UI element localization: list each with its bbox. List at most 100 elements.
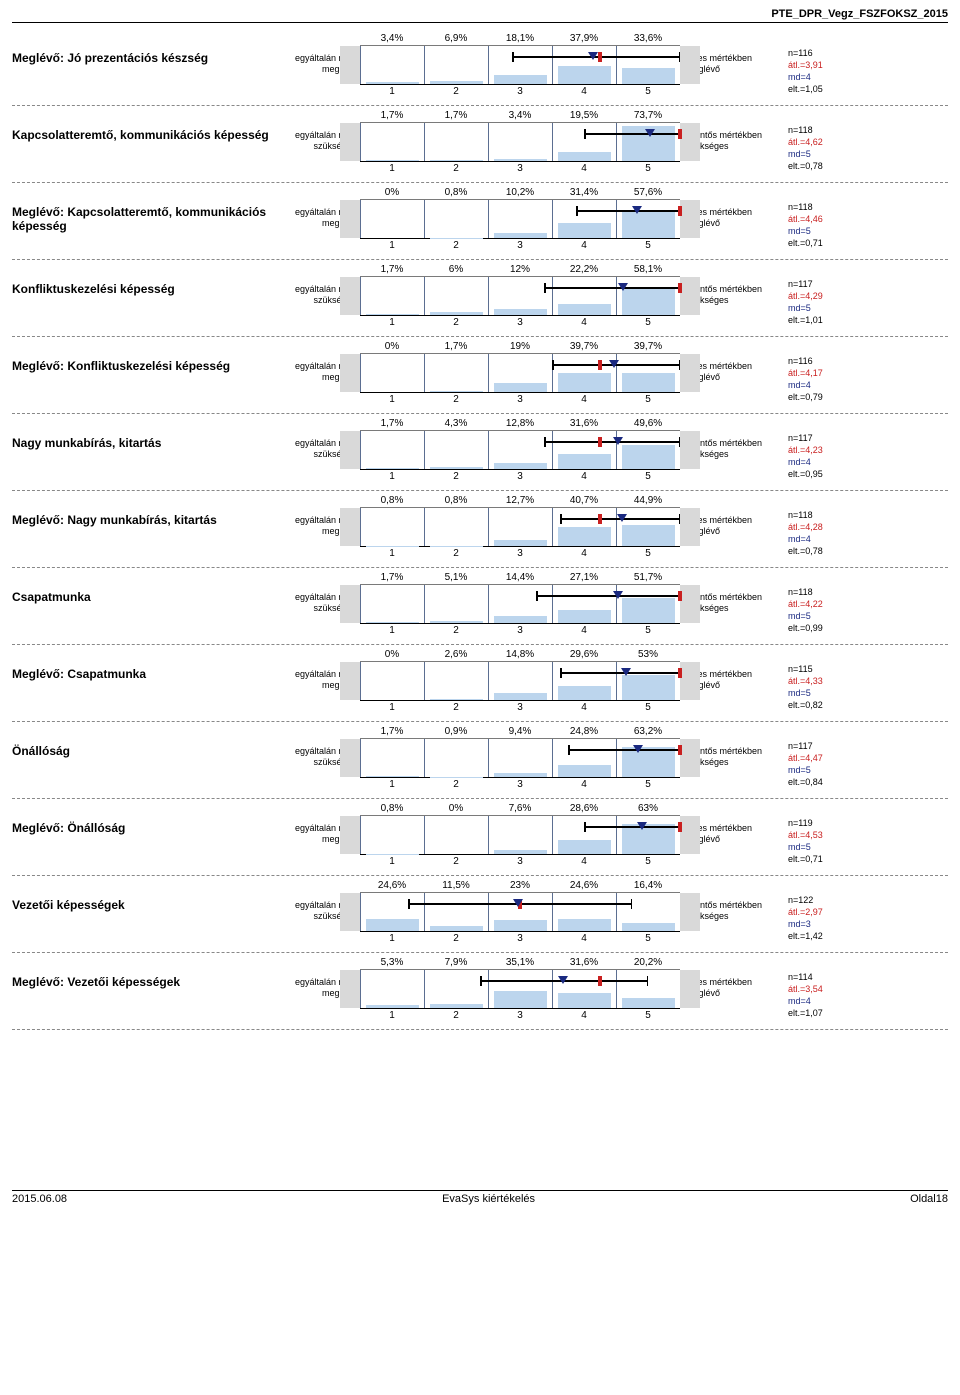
stat-sd: elt.=0,78 <box>788 545 848 557</box>
tick-label: 2 <box>428 856 484 867</box>
chart-column <box>424 585 488 623</box>
bar <box>366 160 419 161</box>
median-marker <box>678 206 682 216</box>
chart: 5,3%7,9%35,1%31,6%20,2%12345 <box>360 957 680 1021</box>
tick-label: 3 <box>492 471 548 482</box>
percent-label: 39,7% <box>556 341 612 352</box>
axis-ticks: 12345 <box>360 933 680 944</box>
chart-margin-right <box>680 970 700 1008</box>
chart-margin-right <box>680 816 700 854</box>
tick-label: 1 <box>364 702 420 713</box>
chart-column <box>488 354 552 392</box>
chart-column <box>424 431 488 469</box>
bar <box>494 773 547 777</box>
stat-median: md=5 <box>788 225 848 237</box>
page-header: PTE_DPR_Vegz_FSZFOKSZ_2015 <box>12 8 948 23</box>
chart-column <box>360 893 424 931</box>
tick-label: 4 <box>556 471 612 482</box>
chart-column <box>424 893 488 931</box>
percent-labels: 1,7%1,7%3,4%19,5%73,7% <box>360 110 680 121</box>
percent-label: 1,7% <box>428 341 484 352</box>
stat-mean: átl.=4,46 <box>788 213 848 225</box>
percent-label: 7,6% <box>492 803 548 814</box>
percent-label: 19% <box>492 341 548 352</box>
median-marker <box>678 745 682 755</box>
median-marker <box>678 283 682 293</box>
bar-chart <box>360 815 680 855</box>
bar <box>622 287 675 315</box>
stat-sd: elt.=0,84 <box>788 776 848 788</box>
tick-label: 3 <box>492 240 548 251</box>
row-title: Vezetői képességek <box>12 880 282 912</box>
tick-label: 2 <box>428 240 484 251</box>
chart-column <box>488 739 552 777</box>
mean-marker <box>613 437 623 445</box>
stat-mean: átl.=4,62 <box>788 136 848 148</box>
chart-row: Konfliktuskezelési képességegyáltalán ne… <box>12 260 948 337</box>
percent-label: 37,9% <box>556 33 612 44</box>
chart-margin-right <box>680 585 700 623</box>
chart-column <box>360 277 424 315</box>
stat-sd: elt.=1,05 <box>788 83 848 95</box>
bar <box>558 919 611 931</box>
chart-column <box>488 123 552 161</box>
percent-label: 0% <box>364 187 420 198</box>
chart-column <box>360 970 424 1008</box>
tick-label: 2 <box>428 163 484 174</box>
tick-label: 3 <box>492 702 548 713</box>
bar <box>494 309 547 315</box>
bar <box>366 468 419 469</box>
tick-label: 1 <box>364 779 420 790</box>
chart-column <box>424 277 488 315</box>
chart-margin-right <box>680 123 700 161</box>
tick-label: 4 <box>556 625 612 636</box>
bar <box>494 693 547 700</box>
stat-sd: elt.=0,71 <box>788 853 848 865</box>
chart-column <box>360 431 424 469</box>
bar <box>494 463 547 469</box>
mean-marker <box>637 822 647 830</box>
bar <box>430 81 483 84</box>
chart-row: Önállóságegyáltalán nemszükséges1,7%0,9%… <box>12 722 948 799</box>
percent-label: 12,8% <box>492 418 548 429</box>
stat-sd: elt.=0,95 <box>788 468 848 480</box>
chart-margin-right <box>680 739 700 777</box>
row-title: Kapcsolatteremtő, kommunikációs képesség <box>12 110 282 142</box>
percent-label: 23% <box>492 880 548 891</box>
chart-margin-left <box>340 431 360 469</box>
stats-block: n=122átl.=2,97md=3elt.=1,42 <box>780 880 848 942</box>
percent-label: 0,8% <box>364 495 420 506</box>
chart-margin-right <box>680 277 700 315</box>
confidence-interval <box>568 749 680 751</box>
percent-labels: 1,7%4,3%12,8%31,6%49,6% <box>360 418 680 429</box>
percent-label: 0% <box>364 341 420 352</box>
tick-label: 2 <box>428 1010 484 1021</box>
tick-label: 1 <box>364 86 420 97</box>
row-title: Meglévő: Vezetői képességek <box>12 957 282 989</box>
footer-right: Oldal18 <box>910 1193 948 1205</box>
chart-column <box>488 508 552 546</box>
stat-median: md=4 <box>788 533 848 545</box>
chart-column <box>360 816 424 854</box>
stat-mean: átl.=4,53 <box>788 829 848 841</box>
tick-label: 5 <box>620 933 676 944</box>
chart-column <box>552 662 616 700</box>
bar <box>494 75 547 84</box>
tick-label: 5 <box>620 548 676 559</box>
confidence-interval <box>544 287 680 289</box>
bar <box>494 383 547 392</box>
chart-column <box>488 431 552 469</box>
tick-label: 2 <box>428 625 484 636</box>
chart: 0,8%0,8%12,7%40,7%44,9%12345 <box>360 495 680 559</box>
stat-n: n=115 <box>788 663 848 675</box>
bar <box>366 776 419 777</box>
bar <box>558 765 611 777</box>
chart-column <box>360 662 424 700</box>
bar <box>430 621 483 623</box>
median-marker <box>598 52 602 62</box>
percent-label: 5,3% <box>364 957 420 968</box>
median-marker <box>678 129 682 139</box>
stat-mean: átl.=4,28 <box>788 521 848 533</box>
stat-sd: elt.=0,82 <box>788 699 848 711</box>
percent-label: 10,2% <box>492 187 548 198</box>
